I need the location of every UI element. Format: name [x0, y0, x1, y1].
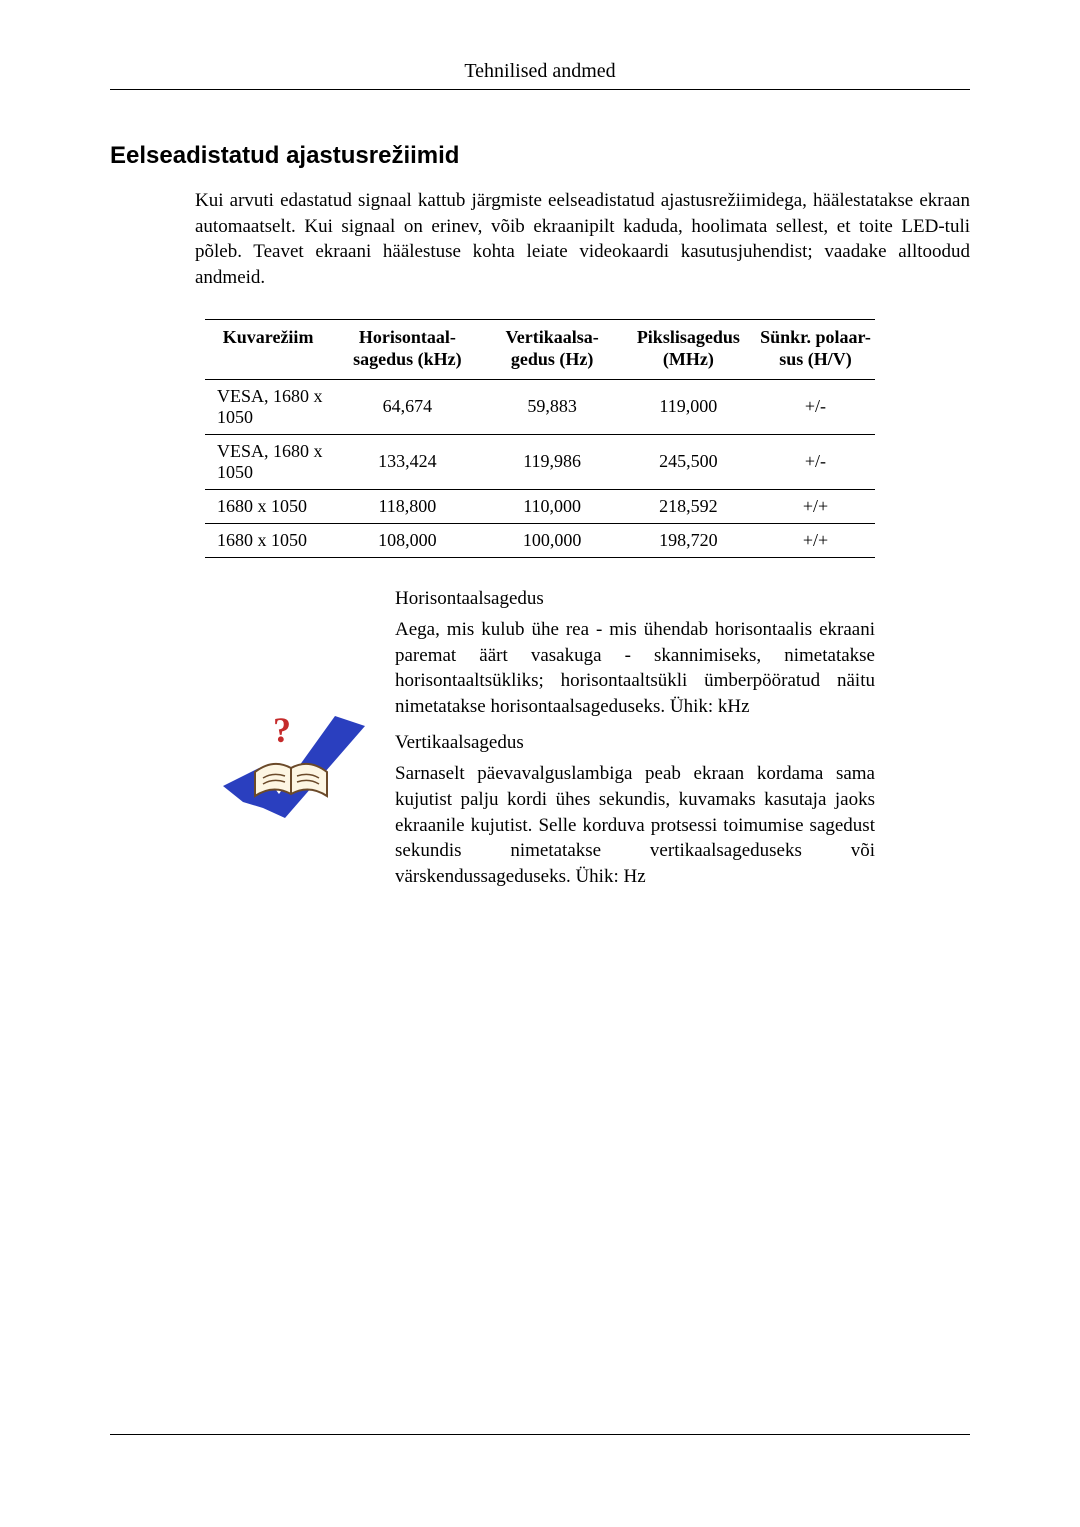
table-row: VESA, 1680 x 1050 133,424 119,986 245,50… — [205, 434, 875, 489]
page-header-title: Tehnilised andmed — [110, 60, 970, 90]
table-row: 1680 x 1050 108,000 100,000 198,720 +/+ — [205, 523, 875, 557]
cell: 1680 x 1050 — [205, 523, 331, 557]
cell: 110,000 — [483, 489, 620, 523]
svg-text:?: ? — [273, 710, 291, 750]
cell: 59,883 — [483, 379, 620, 434]
vfreq-title: Vertikaalsagedus — [395, 730, 875, 756]
col-hfreq: Horisontaal-sagedus (kHz) — [331, 319, 483, 379]
info-book-check-icon: ? — [205, 586, 385, 900]
intro-paragraph: Kui arvuti edastatud signaal kattub järg… — [195, 188, 970, 291]
cell: 133,424 — [331, 434, 483, 489]
cell: +/+ — [756, 523, 875, 557]
col-sync: Sünkr. polaar-sus (H/V) — [756, 319, 875, 379]
cell: 198,720 — [621, 523, 756, 557]
definitions-text: Horisontaalsagedus Aega, mis kulub ühe r… — [385, 586, 875, 900]
cell: 119,986 — [483, 434, 620, 489]
footer-rule — [110, 1434, 970, 1435]
col-mode: Kuvarežiim — [205, 319, 331, 379]
col-pixel: Pikslisagedus (MHz) — [621, 319, 756, 379]
cell: 119,000 — [621, 379, 756, 434]
timing-modes-table: Kuvarežiim Horisontaal-sagedus (kHz) Ver… — [205, 319, 875, 558]
cell: 118,800 — [331, 489, 483, 523]
table-row: 1680 x 1050 118,800 110,000 218,592 +/+ — [205, 489, 875, 523]
hfreq-title: Horisontaalsagedus — [395, 586, 875, 612]
cell: 108,000 — [331, 523, 483, 557]
section-title: Eelseadistatud ajastusrežiimid — [110, 142, 970, 170]
table-header-row: Kuvarežiim Horisontaal-sagedus (kHz) Ver… — [205, 319, 875, 379]
table-body: VESA, 1680 x 1050 64,674 59,883 119,000 … — [205, 379, 875, 557]
cell: +/- — [756, 434, 875, 489]
cell: 100,000 — [483, 523, 620, 557]
definitions-block: ? Horisontaalsagedus Aega, mis kulub ühe… — [205, 586, 875, 900]
vfreq-body: Sarnaselt päevavalguslambiga peab ekraan… — [395, 761, 875, 889]
cell: VESA, 1680 x 1050 — [205, 379, 331, 434]
cell: 245,500 — [621, 434, 756, 489]
cell: VESA, 1680 x 1050 — [205, 434, 331, 489]
table-row: VESA, 1680 x 1050 64,674 59,883 119,000 … — [205, 379, 875, 434]
col-vfreq: Vertikaalsa-gedus (Hz) — [483, 319, 620, 379]
cell: 218,592 — [621, 489, 756, 523]
cell: +/+ — [756, 489, 875, 523]
hfreq-body: Aega, mis kulub ühe rea - mis ühendab ho… — [395, 617, 875, 720]
cell: +/- — [756, 379, 875, 434]
cell: 64,674 — [331, 379, 483, 434]
cell: 1680 x 1050 — [205, 489, 331, 523]
